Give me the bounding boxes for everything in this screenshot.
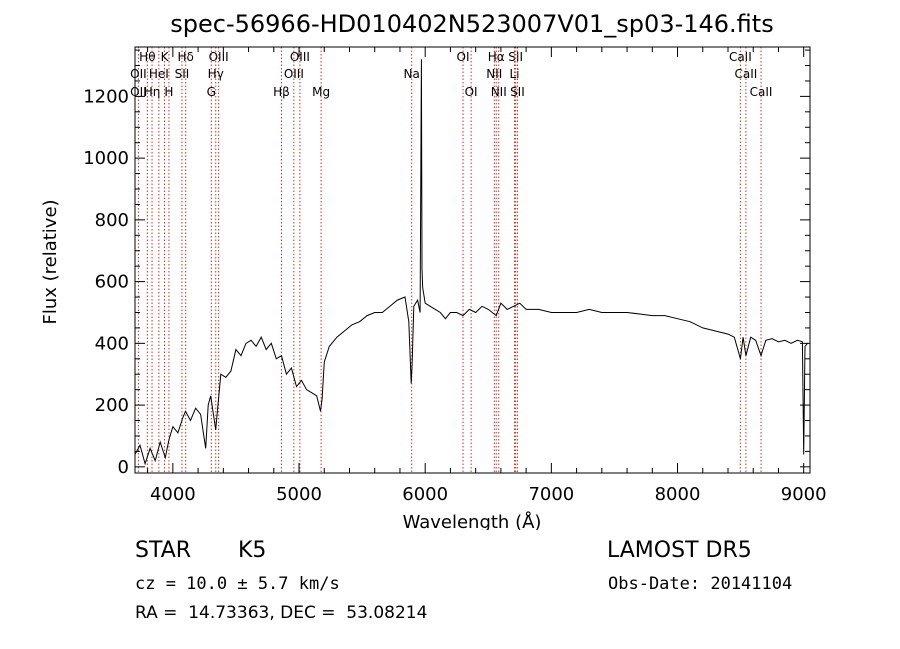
line-marker-label: SII (510, 85, 525, 99)
line-marker-label: H (164, 85, 173, 99)
y-tick-label: 600 (95, 272, 129, 293)
object-type: STAR (135, 538, 192, 563)
line-marker-label: Mg (312, 85, 330, 99)
y-tick-label: 200 (95, 395, 129, 416)
survey-name: LAMOST DR5 (607, 538, 752, 563)
x-tick-label: 9000 (781, 484, 827, 505)
line-marker-label: CaII (729, 50, 752, 64)
chart-title: spec-56966-HD010402N523007V01_sp03-146.f… (170, 10, 773, 38)
line-marker-label: OIII (209, 50, 229, 64)
redshift-value: cz = 10.0 ± 5.7 km/s (135, 574, 340, 594)
line-marker-label: SII (175, 67, 190, 81)
obs-date: Obs-Date: 20141104 (608, 574, 793, 594)
line-marker-label: OIII (290, 50, 310, 64)
x-tick-label: 4000 (150, 484, 196, 505)
line-marker-label: NII (486, 67, 502, 81)
line-marker-label: OI (465, 85, 478, 99)
spectrum-chart: spec-56966-HD010402N523007V01_sp03-146.f… (40, 10, 827, 533)
line-marker-label: OIII (284, 67, 304, 81)
y-tick-label: 1000 (83, 148, 129, 169)
x-tick-label: 8000 (655, 484, 701, 505)
line-marker-label: Na (404, 67, 420, 81)
sky-coordinates: RA = 14.73363, DEC = 53.08214 (135, 603, 428, 623)
line-marker-label: Hγ (208, 67, 224, 81)
line-marker-label: Hθ (139, 50, 155, 64)
line-marker-label: Hη (144, 85, 161, 99)
line-marker-label: Li (509, 67, 519, 81)
line-marker-label: HeI (149, 67, 169, 81)
line-marker-label: Hα (488, 50, 505, 64)
spectral-subclass: K5 (238, 538, 267, 563)
line-marker-label: Hβ (273, 85, 290, 99)
y-tick-label: 400 (95, 333, 129, 354)
plot-frame (134, 46, 811, 474)
x-tick-label: 7000 (528, 484, 574, 505)
y-axis-label: Flux (relative) (40, 199, 61, 324)
line-marker-label: G (207, 85, 216, 99)
line-marker-label: SII (508, 50, 523, 64)
y-tick-label: 800 (95, 210, 129, 231)
line-marker-label: K (161, 50, 170, 64)
line-marker-label: CaII (750, 85, 773, 99)
line-marker-label: NII (491, 85, 507, 99)
axes-layer: 4000 5000 6000 7000 8000 9000 0 200 400 600 800 100… (83, 47, 827, 505)
spectrum-line (134, 59, 808, 466)
line-marker-label: OI (457, 50, 470, 64)
y-tick-label: 0 (118, 457, 129, 478)
line-marker-label: CaII (735, 67, 758, 81)
spectrum-layer (134, 59, 808, 466)
line-marker-label: Hδ (178, 50, 194, 64)
x-tick-label: 6000 (402, 484, 448, 505)
line-marker-label: OII (130, 85, 147, 99)
x-axis-label: Wavelength (Å) (403, 511, 542, 530)
y-tick-label: 1200 (83, 86, 129, 107)
x-tick-label: 5000 (276, 484, 322, 505)
line-marker-label: OII (130, 67, 147, 81)
